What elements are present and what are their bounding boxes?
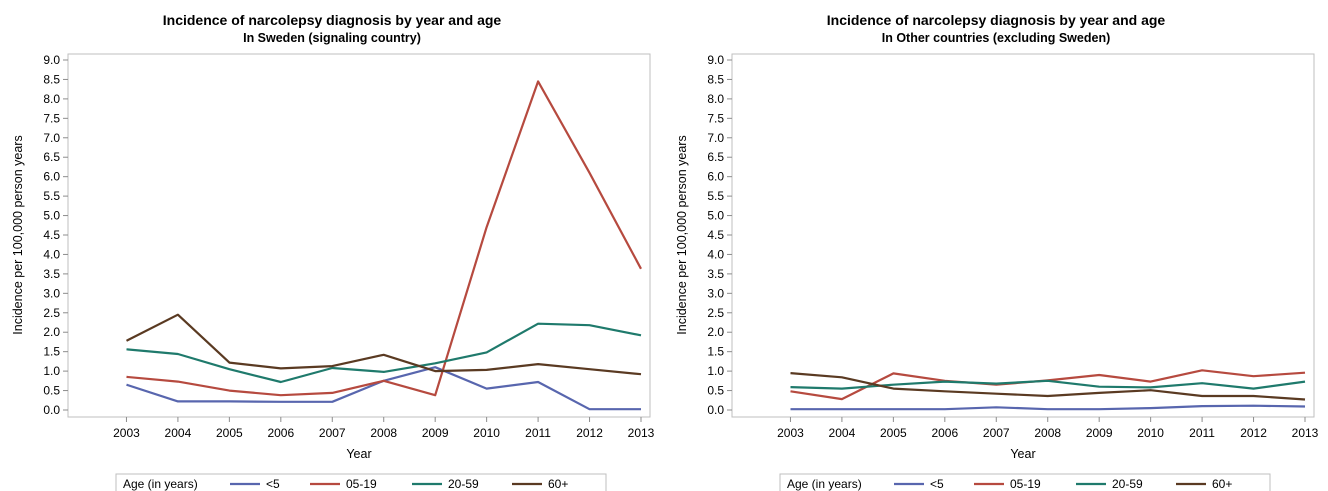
y-tick-label: 2.0 (707, 325, 724, 339)
series-line-0519 (126, 80, 642, 397)
y-axis-label: Incidence per 100,000 person years (11, 135, 25, 334)
x-tick-label: 2011 (525, 426, 551, 440)
y-tick-label: 8.5 (43, 72, 60, 86)
legend-label: 20-59 (448, 477, 479, 491)
y-tick-label: 1.0 (707, 364, 724, 378)
y-axis-label: Incidence per 100,000 person years (675, 135, 689, 334)
x-tick-label: 2004 (165, 426, 192, 440)
y-tick-label: 3.0 (43, 286, 60, 300)
y-tick-label: 4.0 (707, 247, 724, 261)
y-tick-label: 1.0 (43, 364, 60, 378)
plot-frame (67, 53, 651, 418)
x-tick-label: 2003 (113, 426, 140, 440)
x-axis-label: Year (346, 447, 371, 461)
y-tick-label: 8.5 (707, 72, 724, 86)
chart-subtitle: In Sweden (signaling country) (243, 31, 421, 45)
x-tick-label: 2009 (1086, 426, 1113, 440)
y-tick-label: 5.5 (707, 189, 724, 203)
series-line-60 (126, 313, 642, 376)
x-tick-label: 2013 (1292, 426, 1319, 440)
y-tick-label: 3.0 (707, 286, 724, 300)
chart-panel-sweden: Incidence of narcolepsy diagnosis by yea… (11, 12, 655, 491)
y-tick-label: 7.0 (43, 131, 60, 145)
legend-label: 20-59 (1112, 477, 1143, 491)
y-tick-label: 5.0 (707, 209, 724, 223)
line-chart-other-countries: 0.0 0.5 1.0 1.5 2.0 2.5 3.0 3.5 4.0 4.5 5.0 5.5 6.0 6… (675, 53, 1319, 491)
x-tick-label: 2005 (216, 426, 243, 440)
y-tick-label: 5.0 (43, 209, 60, 223)
chart-subtitle: In Other countries (excluding Sweden) (881, 31, 1111, 45)
y-tick-label: 2.0 (43, 325, 60, 339)
y-tick-label: 6.5 (43, 150, 60, 164)
series-line-2059 (126, 322, 642, 384)
y-tick-label: 8.0 (707, 92, 724, 106)
y-tick-label: 5.5 (43, 189, 60, 203)
y-tick-label: 4.5 (43, 228, 60, 242)
x-tick-label: 2006 (931, 426, 958, 440)
y-tick-label: 4.0 (43, 247, 60, 261)
x-tick-label: 2013 (628, 426, 655, 440)
chart-title: Incidence of narcolepsy diagnosis by yea… (826, 12, 1166, 28)
series-line-0519 (790, 369, 1306, 401)
y-tick-label: 7.0 (707, 131, 724, 145)
y-tick-label: 6.5 (707, 150, 724, 164)
y-tick-label: 9.0 (43, 53, 60, 67)
legend-label: 60+ (1212, 477, 1232, 491)
legend-label: <5 (930, 477, 944, 491)
y-tick-label: 0.5 (43, 384, 60, 398)
y-tick-label: 4.5 (707, 228, 724, 242)
y-tick-label: 9.0 (707, 53, 724, 67)
legend-title: Age (in years) (787, 477, 862, 491)
chart-title: Incidence of narcolepsy diagnosis by yea… (162, 12, 502, 28)
x-tick-label: 2012 (1240, 426, 1267, 440)
y-tick-label: 7.5 (707, 111, 724, 125)
x-tick-label: 2010 (473, 426, 500, 440)
x-tick-label: 2011 (1189, 426, 1215, 440)
legend-box (779, 473, 1271, 491)
legend-title: Age (in years) (123, 477, 198, 491)
y-tick-label: 1.5 (707, 345, 724, 359)
x-tick-label: 2006 (267, 426, 294, 440)
line-chart-sweden: 0.0 0.5 1.0 1.5 2.0 2.5 3.0 3.5 4.0 4.5 5.0 5.5 6.0 6… (11, 53, 655, 491)
y-tick-label: 0.0 (707, 403, 724, 417)
y-tick-label: 6.0 (43, 170, 60, 184)
legend-label: 05-19 (346, 477, 377, 491)
y-tick-label: 7.5 (43, 111, 60, 125)
series-line-5 (790, 404, 1306, 411)
x-tick-label: 2009 (422, 426, 449, 440)
y-tick-label: 2.5 (43, 306, 60, 320)
y-tick-label: 0.5 (707, 384, 724, 398)
x-axis-label: Year (1010, 447, 1035, 461)
plot-frame (731, 53, 1315, 418)
x-tick-label: 2012 (576, 426, 603, 440)
y-tick-label: 3.5 (43, 267, 60, 281)
series-line-5 (126, 366, 641, 411)
y-tick-label: 3.5 (707, 267, 724, 281)
series-line-60 (790, 372, 1306, 401)
y-tick-label: 1.5 (43, 345, 60, 359)
y-tick-label: 0.0 (43, 403, 60, 417)
y-tick-label: 6.0 (707, 170, 724, 184)
series-line-2059 (790, 379, 1306, 390)
x-tick-label: 2010 (1137, 426, 1164, 440)
x-tick-label: 2008 (370, 426, 397, 440)
x-tick-label: 2008 (1034, 426, 1061, 440)
chart-panel-other-countries: Incidence of narcolepsy diagnosis by yea… (664, 0, 1328, 491)
legend-box (115, 473, 607, 491)
x-tick-label: 2007 (983, 426, 1010, 440)
x-tick-label: 2005 (880, 426, 907, 440)
legend-label: 05-19 (1010, 477, 1041, 491)
legend-label: <5 (266, 477, 280, 491)
x-tick-label: 2007 (319, 426, 346, 440)
legend-label: 60+ (548, 477, 568, 491)
y-tick-label: 8.0 (43, 92, 60, 106)
x-tick-label: 2003 (777, 426, 804, 440)
x-tick-label: 2004 (829, 426, 856, 440)
y-tick-label: 2.5 (707, 306, 724, 320)
